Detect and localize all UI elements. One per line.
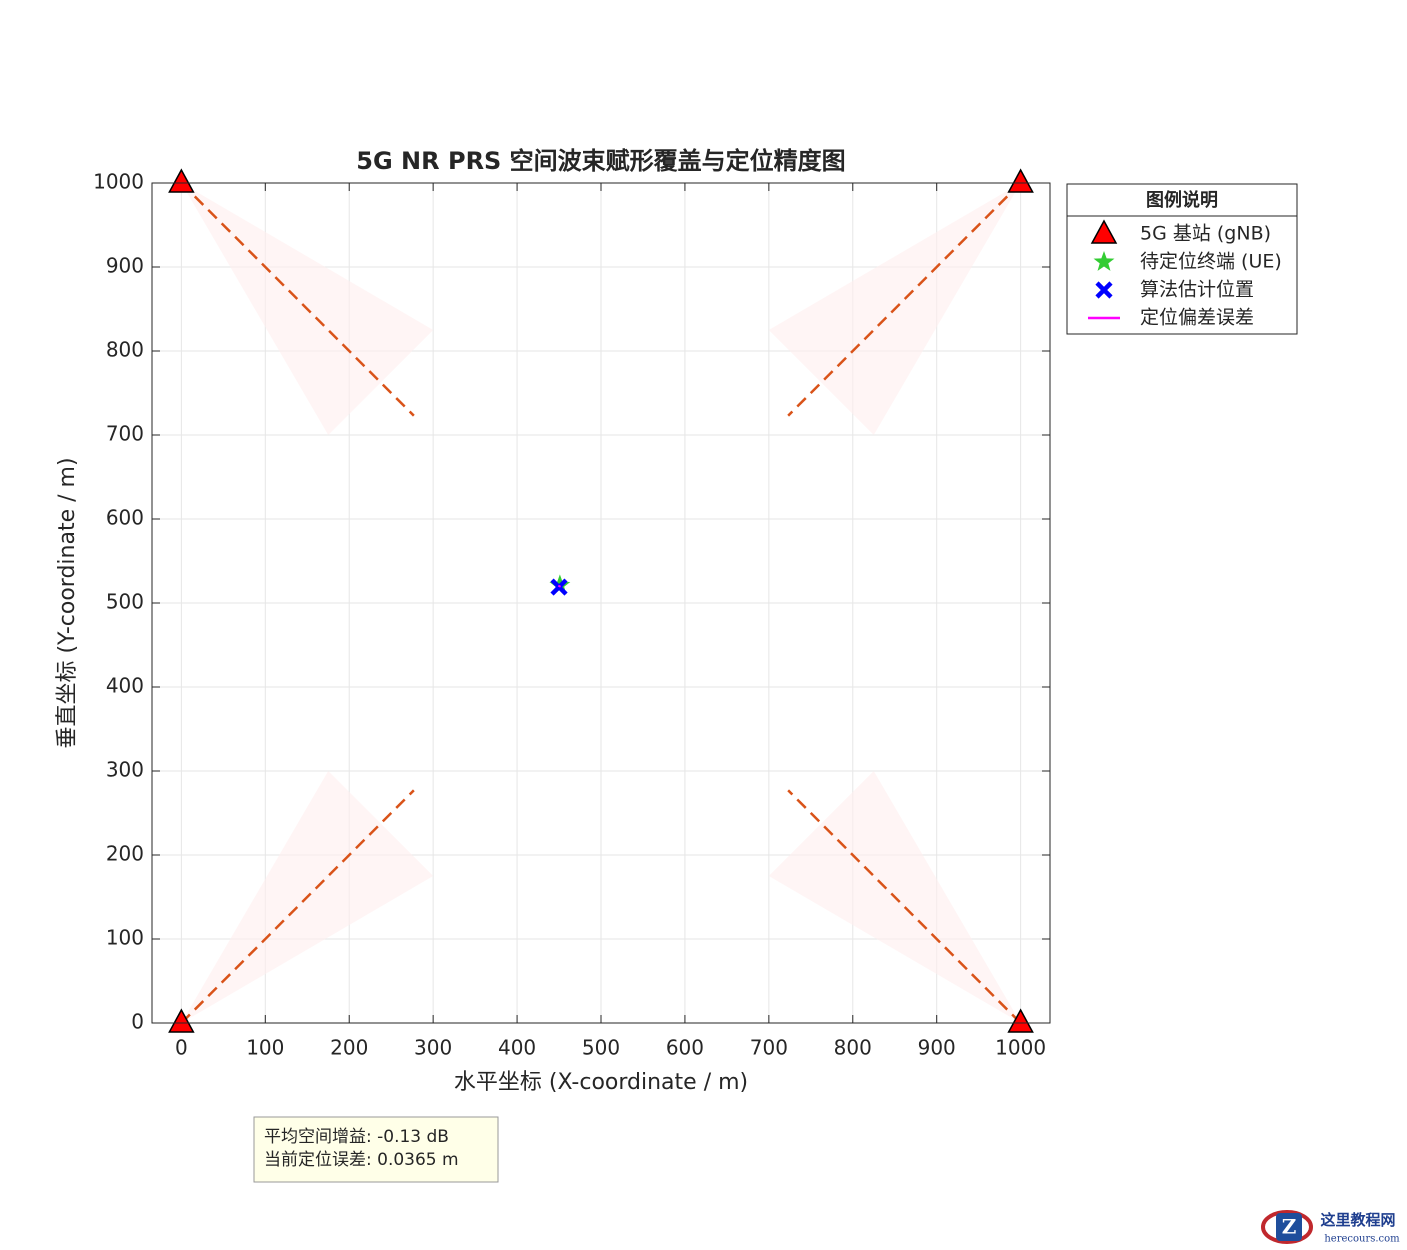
y-tick-label: 300: [106, 758, 144, 782]
y-tick-label: 900: [106, 254, 144, 278]
estimate-marker: [550, 578, 568, 596]
chart-title: 5G NR PRS 空间波束赋形覆盖与定位精度图: [356, 147, 845, 175]
annotation: 平均空间增益: -0.13 dB: [264, 1127, 449, 1147]
annotation: 当前定位误差: 0.0365 m: [264, 1150, 459, 1170]
legend-label: 定位偏差误差: [1140, 307, 1254, 329]
x-tick-label: 900: [918, 1036, 956, 1060]
watermark-logo: [1276, 1213, 1302, 1241]
legend-label: 5G 基站 (gNB): [1140, 223, 1271, 245]
x-tick-label: 0: [175, 1036, 188, 1060]
legend-symbol: [1093, 251, 1115, 271]
watermark-url: herecours.com: [1324, 1234, 1400, 1245]
gnb-marker: [168, 168, 195, 193]
beam-line: [180, 182, 415, 417]
x-tick-label: 700: [750, 1036, 788, 1060]
x-axis-label: 水平坐标 (X-coordinate / m): [454, 1070, 748, 1095]
x-tick-label: 500: [582, 1036, 620, 1060]
y-axis-label: 垂直坐标 (Y-coordinate / m): [55, 457, 80, 748]
x-tick-label: 800: [834, 1036, 872, 1060]
legend-title: 图例说明: [1146, 189, 1218, 211]
x-tick-label: 600: [666, 1036, 704, 1060]
x-tick-label: 100: [246, 1036, 284, 1060]
y-tick-label: 500: [106, 590, 144, 614]
y-tick-label: 700: [106, 422, 144, 446]
legend-label: 算法估计位置: [1140, 279, 1254, 301]
y-tick-label: 800: [106, 338, 144, 362]
gnb-marker: [1007, 168, 1034, 193]
x-tick-label: 300: [414, 1036, 452, 1060]
legend-symbol: [1095, 281, 1113, 299]
annotation-box: [253, 1116, 499, 1183]
y-tick-label: 400: [106, 674, 144, 698]
watermark-logo: [1261, 1210, 1313, 1244]
beam-line: [787, 789, 1022, 1024]
gnb-marker: [1007, 1008, 1034, 1033]
y-tick-label: 0: [131, 1010, 144, 1034]
watermark: Z 这里教程网 herecours.com: [1261, 1210, 1400, 1245]
y-tick-label: 100: [106, 926, 144, 950]
legend-label: 待定位终端 (UE): [1140, 251, 1282, 273]
beam-line: [787, 182, 1022, 417]
error-line: [557, 584, 561, 588]
watermark-name: 这里教程网: [1320, 1211, 1395, 1229]
y-tick-label: 1000: [93, 170, 144, 194]
x-tick-label: 200: [330, 1036, 368, 1060]
legend-symbol: [1090, 219, 1118, 244]
gnb-marker: [168, 1008, 195, 1033]
y-tick-label: 600: [106, 506, 144, 530]
svg-text:Z: Z: [1282, 1215, 1297, 1239]
axes-box: [151, 182, 1051, 1024]
beam-line: [180, 789, 415, 1024]
x-tick-label: 1000: [995, 1036, 1046, 1060]
x-tick-label: 400: [498, 1036, 536, 1060]
y-tick-label: 200: [106, 842, 144, 866]
